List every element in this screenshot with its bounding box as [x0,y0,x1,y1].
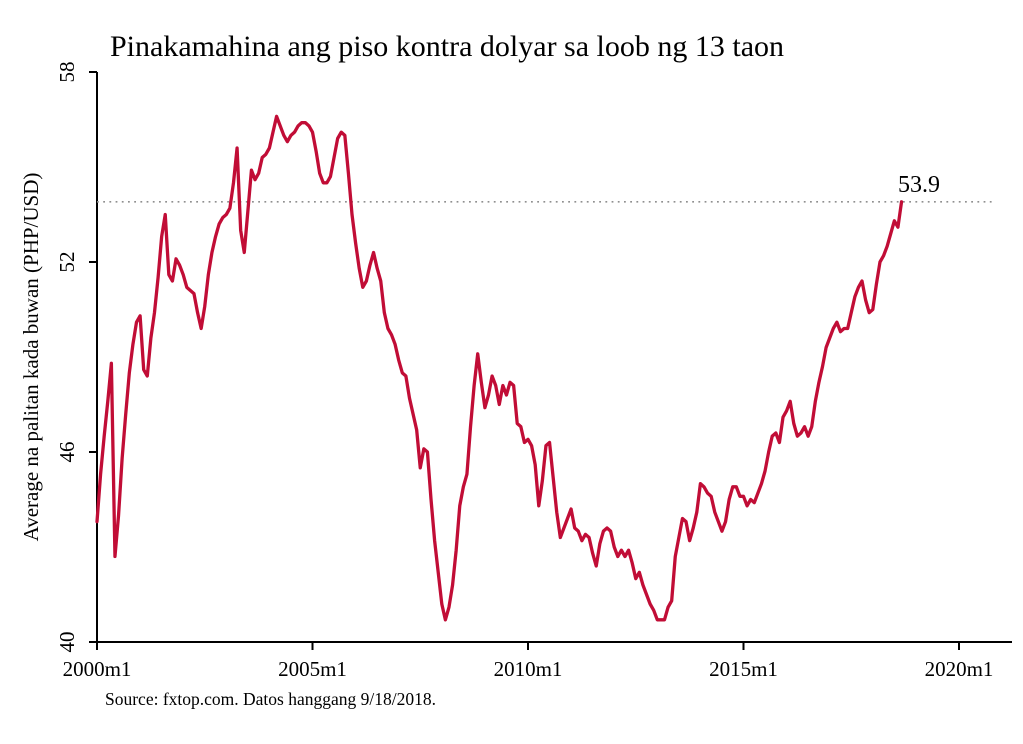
last-value-annotation: 53.9 [898,172,940,198]
y-tick-label: 52 [55,252,79,273]
y-tick-label: 46 [55,442,79,463]
x-tick-label: 2010m1 [494,657,563,681]
y-tick-label: 40 [55,632,79,653]
axes: 40 46 52 58 2000m1 2005m1 2010m1 2015m1 2020m1 [55,62,1012,681]
x-tick-label: 2015m1 [709,657,778,681]
php-usd-line-series [95,114,904,622]
php-usd-polyline [95,114,904,622]
x-tick-label: 2020m1 [925,657,994,681]
x-tick-label: 2000m1 [63,657,132,681]
chart-title: Pinakamahina ang piso kontra dolyar sa l… [110,30,784,63]
y-tick-label: 58 [55,62,79,83]
source-note: Source: fxtop.com. Datos hanggang 9/18/2… [105,689,436,709]
y-axis-label: Average na palitan kada buwan (PHP/USD) [19,173,43,542]
x-tick-label: 2005m1 [278,657,347,681]
